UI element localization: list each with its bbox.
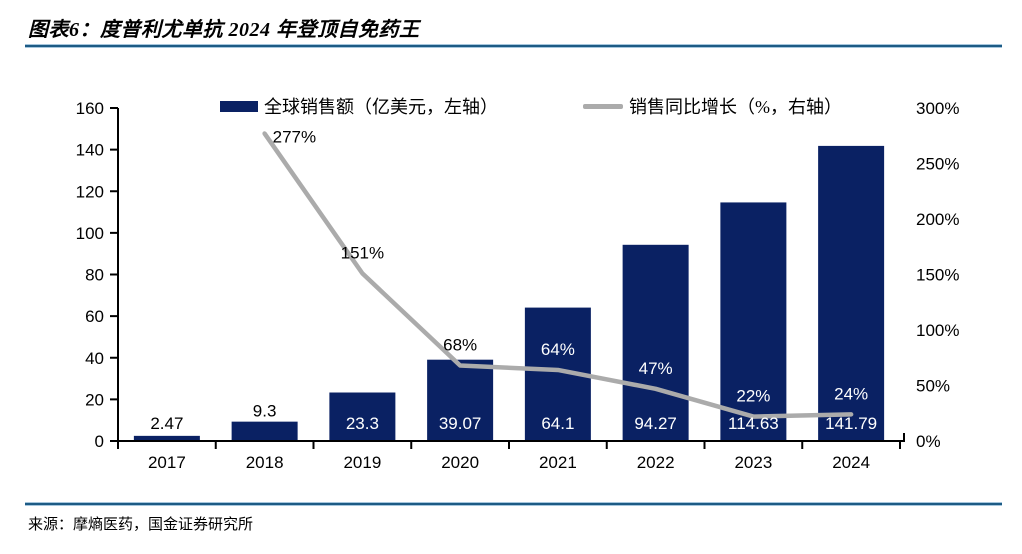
x-axis-label: 2022: [637, 453, 675, 472]
x-axis-label: 2019: [343, 453, 381, 472]
y-axis-right-tick-label: 50%: [916, 377, 950, 396]
source-note: 来源：摩熵医药，国金证券研究所: [28, 517, 254, 533]
bar-value-label: 9.3: [253, 402, 277, 421]
y-axis-right-tick-label: 0%: [916, 432, 941, 451]
bar-value-label: 114.63: [728, 414, 779, 433]
growth-label: 277%: [273, 128, 316, 147]
legend-label-growth: 销售同比增长（%，右轴）: [629, 97, 842, 117]
bar-2023: [720, 202, 787, 441]
y-axis-left-tick-label: 80: [85, 266, 104, 285]
y-axis-left-tick-label: 0: [95, 432, 104, 451]
legend-label-sales: 全球销售额（亿美元，左轴）: [264, 97, 498, 117]
y-axis-right-tick-label: 250%: [916, 155, 959, 174]
growth-label: 64%: [541, 340, 575, 359]
legend-bar-swatch: [220, 100, 258, 112]
y-axis-left-tick-label: 100: [76, 224, 104, 243]
x-axis-label: 2021: [539, 453, 577, 472]
bar-2019: [329, 392, 396, 441]
bar-2022: [622, 244, 689, 441]
y-axis-right-tick-label: 150%: [916, 266, 959, 285]
legend-line-swatch: [583, 103, 623, 109]
bar-2017: [133, 435, 200, 441]
growth-label: 47%: [639, 359, 673, 378]
figure-title: 图表6：度普利尤单抗 2024 年登顶自免药王: [28, 19, 420, 41]
bar-value-label: 39.07: [439, 414, 482, 433]
y-axis-left-tick-label: 40: [85, 349, 104, 368]
y-axis-left-tick-label: 20: [85, 390, 104, 409]
bar-value-label: 141.79: [825, 414, 877, 433]
title-underline: [25, 44, 1002, 48]
y-axis-left-tick-label: 160: [76, 99, 104, 118]
footer-divider: [25, 502, 1002, 506]
y-axis-right-tick-label: 300%: [916, 99, 959, 118]
x-axis-label: 2024: [832, 453, 870, 472]
bar-value-label: 94.27: [634, 414, 677, 433]
y-axis-left-tick-label: 140: [76, 141, 104, 160]
y-axis-left-tick-label: 120: [76, 182, 104, 201]
bar-2018: [231, 421, 298, 441]
growth-label: 68%: [443, 336, 477, 355]
bar-2020: [427, 359, 494, 441]
y-axis-right-tick-label: 100%: [916, 321, 959, 340]
bar-value-label: 2.47: [150, 414, 183, 433]
legend-item-sales: 全球销售额（亿美元，左轴）: [220, 95, 498, 117]
x-axis-label: 2018: [246, 453, 284, 472]
bar-value-label: 23.3: [346, 414, 379, 433]
x-axis-label: 2020: [441, 453, 479, 472]
y-axis-left-tick-label: 60: [85, 307, 104, 326]
x-axis-label: 2023: [734, 453, 772, 472]
growth-line: [262, 131, 854, 419]
growth-label: 24%: [834, 384, 868, 403]
y-axis-right-tick-label: 200%: [916, 210, 959, 229]
legend-item-growth: 销售同比增长（%，右轴）: [583, 95, 842, 117]
x-axis-label: 2017: [148, 453, 186, 472]
growth-label: 22%: [736, 387, 770, 406]
bar-2024: [818, 145, 885, 441]
bar-value-label: 64.1: [541, 414, 574, 433]
growth-label: 151%: [341, 243, 384, 262]
